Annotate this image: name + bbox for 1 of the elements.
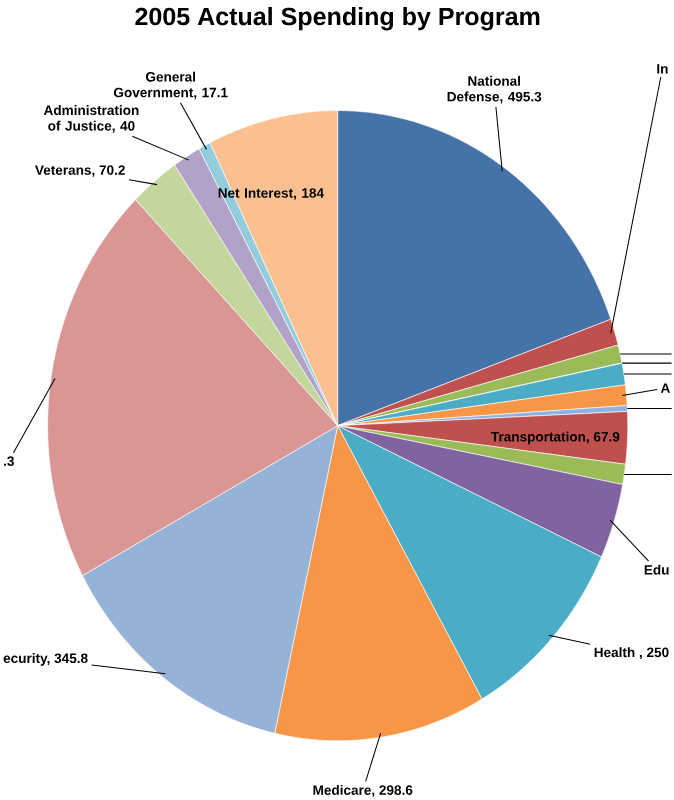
chart-title: 2005 Actual Spending by Program (135, 6, 540, 31)
